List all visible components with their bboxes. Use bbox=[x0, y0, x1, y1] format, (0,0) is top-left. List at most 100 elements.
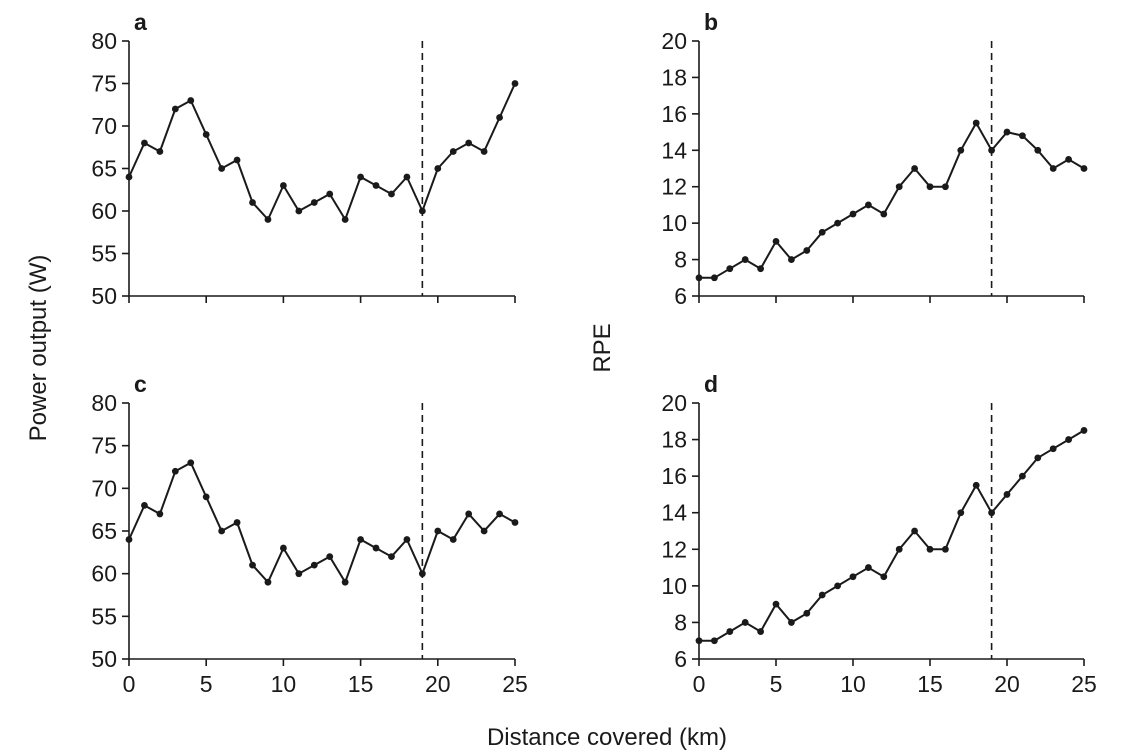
data-point bbox=[772, 237, 780, 245]
x-tick-label: 20 bbox=[425, 671, 451, 697]
panel-letter: a bbox=[134, 9, 147, 35]
x-tick-label: 25 bbox=[502, 671, 528, 697]
data-point bbox=[957, 146, 965, 154]
data-point bbox=[1034, 146, 1042, 154]
data-point bbox=[926, 183, 934, 191]
data-point bbox=[202, 131, 210, 138]
data-point bbox=[171, 105, 179, 113]
y-tick-label: 80 bbox=[91, 390, 117, 416]
data-point bbox=[1049, 165, 1057, 172]
data-point bbox=[695, 274, 703, 282]
data-point bbox=[465, 510, 473, 518]
y-tick-label: 18 bbox=[661, 64, 687, 90]
data-point bbox=[264, 578, 272, 586]
data-point bbox=[202, 493, 210, 501]
data-point bbox=[1065, 155, 1072, 163]
data-point bbox=[480, 527, 488, 535]
data-point bbox=[511, 80, 519, 87]
data-point bbox=[1003, 491, 1011, 498]
data-point bbox=[895, 545, 903, 553]
y-tick-label: 80 bbox=[91, 28, 117, 54]
data-point bbox=[125, 173, 133, 181]
x-tick-label: 5 bbox=[770, 671, 783, 697]
x-tick-label: 10 bbox=[840, 671, 866, 697]
y-tick-label: 18 bbox=[661, 427, 687, 453]
data-point bbox=[156, 510, 164, 518]
data-point bbox=[233, 156, 241, 164]
data-point bbox=[187, 97, 195, 104]
series-line bbox=[128, 461, 516, 585]
y-tick-label: 10 bbox=[661, 210, 687, 236]
data-point bbox=[326, 553, 334, 560]
data-point bbox=[803, 247, 811, 254]
data-point bbox=[141, 502, 148, 509]
data-point bbox=[741, 619, 749, 626]
x-tick-label: 25 bbox=[1071, 671, 1097, 697]
data-point bbox=[310, 199, 318, 206]
y-tick-label: 16 bbox=[661, 101, 687, 127]
data-point bbox=[434, 527, 442, 535]
data-point bbox=[988, 509, 995, 517]
data-point bbox=[511, 519, 519, 526]
data-point bbox=[1049, 445, 1057, 453]
x-tick-label: 15 bbox=[917, 671, 943, 697]
y-tick-label: 65 bbox=[91, 156, 117, 182]
x-axis-title: Distance covered (km) bbox=[487, 724, 727, 751]
data-point bbox=[372, 544, 380, 552]
data-point bbox=[972, 119, 980, 127]
x-tick-label: 0 bbox=[693, 671, 706, 697]
y-tick-label: 65 bbox=[91, 518, 117, 544]
panel-letter: b bbox=[704, 9, 718, 35]
data-point bbox=[757, 628, 764, 635]
data-point bbox=[988, 146, 995, 154]
panel-b: b 6 8 10 12 14 16 18 20 bbox=[661, 9, 1088, 309]
data-point bbox=[218, 527, 226, 535]
data-point bbox=[280, 182, 287, 189]
data-point bbox=[911, 165, 918, 172]
y-tick-label: 10 bbox=[661, 573, 687, 599]
data-point bbox=[1019, 132, 1026, 140]
y-tick-label: 12 bbox=[661, 174, 687, 200]
data-point bbox=[942, 545, 949, 553]
data-point bbox=[125, 536, 133, 543]
data-point bbox=[249, 199, 256, 206]
data-point bbox=[726, 265, 734, 273]
data-point bbox=[326, 190, 334, 198]
data-point bbox=[357, 536, 364, 543]
left-y-axis-title: Power output (W) bbox=[25, 255, 52, 442]
data-point bbox=[911, 527, 918, 535]
data-point bbox=[1080, 427, 1088, 434]
data-point bbox=[357, 173, 364, 181]
data-point bbox=[1034, 454, 1042, 462]
data-point bbox=[171, 467, 179, 475]
panel-a: a 50 55 60 65 70 75 80 bbox=[91, 9, 519, 309]
data-point bbox=[388, 190, 395, 198]
y-tick-label: 70 bbox=[91, 113, 117, 139]
data-point bbox=[1080, 165, 1088, 172]
series-line bbox=[699, 429, 1085, 642]
data-point bbox=[803, 609, 811, 617]
data-point bbox=[1019, 472, 1026, 480]
x-tick-label: 15 bbox=[348, 671, 374, 697]
data-point bbox=[403, 173, 411, 181]
data-point bbox=[772, 600, 780, 608]
data-point bbox=[295, 207, 303, 215]
data-point bbox=[249, 561, 256, 569]
data-point bbox=[449, 148, 457, 155]
data-point bbox=[434, 165, 442, 172]
y-tick-label: 50 bbox=[91, 646, 117, 672]
y-tick-label: 14 bbox=[661, 137, 687, 163]
data-point bbox=[834, 219, 841, 227]
data-point bbox=[757, 265, 764, 273]
data-point bbox=[865, 201, 872, 209]
panel-letter: c bbox=[134, 371, 147, 397]
data-point bbox=[418, 570, 426, 578]
data-point bbox=[942, 183, 949, 191]
series-line bbox=[128, 83, 516, 222]
data-point bbox=[418, 207, 426, 215]
data-point bbox=[788, 619, 795, 626]
y-tick-label: 20 bbox=[661, 390, 687, 416]
y-tick-label: 55 bbox=[91, 603, 117, 629]
data-point bbox=[156, 148, 164, 155]
panel-d: d 6 8 10 12 14 16 18 20 0 5 10 15 20 25 bbox=[661, 371, 1096, 697]
